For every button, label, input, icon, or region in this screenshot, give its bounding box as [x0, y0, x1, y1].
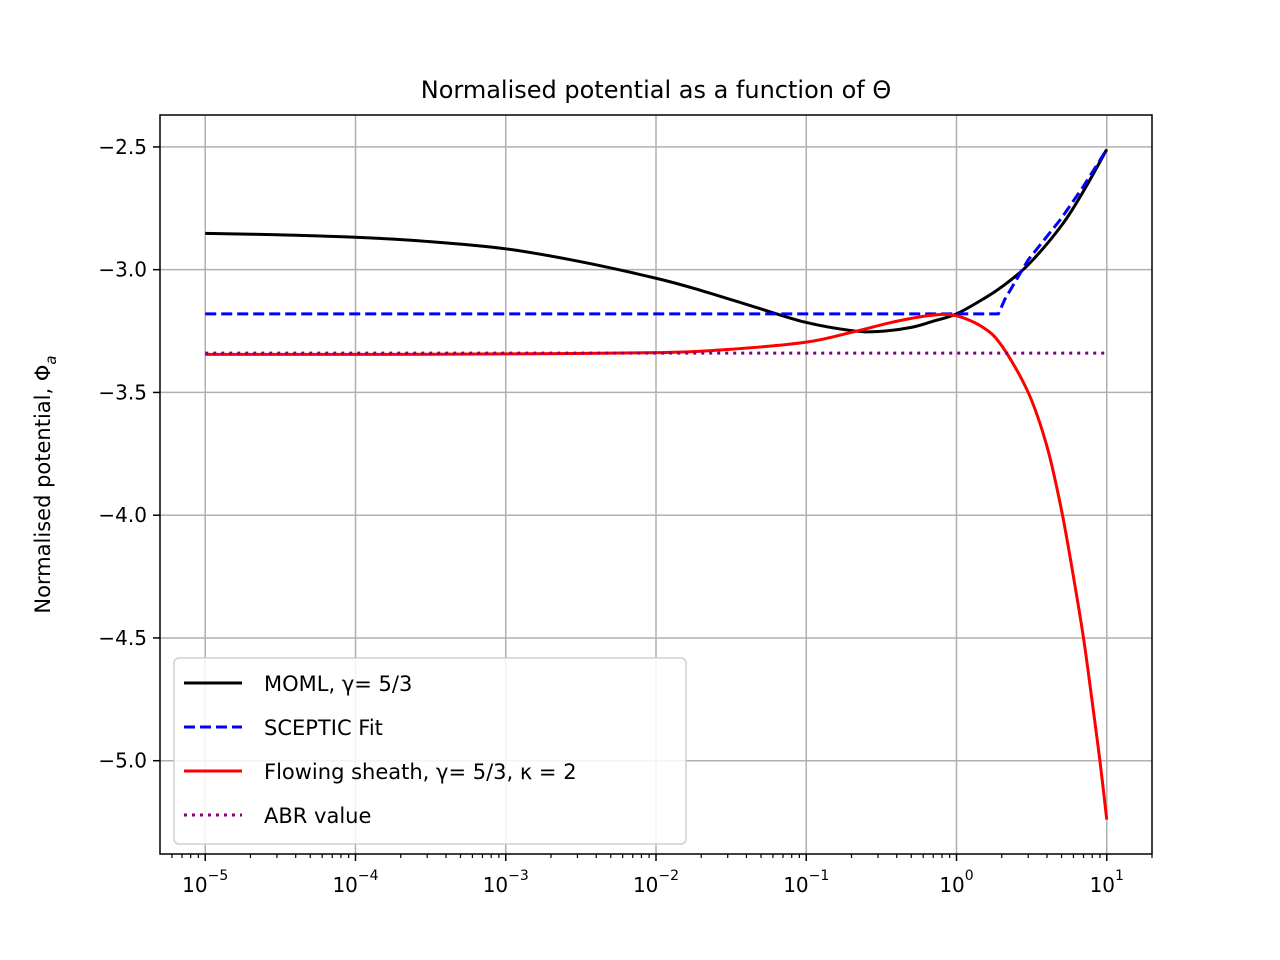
x-tick-label: 10−2 — [633, 868, 679, 897]
legend: MOML, γ= 5/3 SCEPTIC Fit Flowing sheath, γ… — [173, 657, 687, 845]
x-tick-label: 10−1 — [783, 868, 829, 897]
legend-label: ABR value — [264, 804, 371, 828]
series-line-1 — [205, 148, 1109, 316]
legend-label: Flowing sheath, γ= 5/3, κ = 2 — [264, 760, 577, 784]
grid — [160, 115, 1152, 854]
chart-title: Normalised potential as a function of Θ — [421, 76, 892, 104]
y-tick-label: −3.5 — [98, 380, 147, 404]
x-tick-label: 10−3 — [483, 868, 529, 897]
series-line-2 — [205, 312, 1109, 820]
y-axis-label: Normalised potential, Φa — [31, 355, 60, 613]
y-tick-label: −4.5 — [98, 626, 147, 650]
x-tick-label: 10−5 — [182, 868, 228, 897]
x-tick-label: 101 — [1090, 868, 1124, 897]
legend-label: SCEPTIC Fit — [264, 716, 383, 740]
series-lines — [205, 148, 1109, 820]
y-tick-label: −4.0 — [98, 503, 147, 527]
legend-label: MOML, γ= 5/3 — [264, 672, 412, 696]
y-axis-label-subscript: a — [42, 355, 60, 364]
series-line-0 — [205, 148, 1109, 334]
y-tick-label: −2.5 — [98, 135, 147, 159]
y-tick-label: −5.0 — [98, 749, 147, 773]
y-axis-label-main: Normalised potential, Φ — [31, 365, 55, 614]
y-tick-label: −3.0 — [98, 258, 147, 282]
x-tick-label: 10−4 — [332, 868, 378, 897]
legend-box — [173, 657, 687, 845]
ticks: 10−5 10−4 10−3 10−2 10−1 100 101 −2.5 −3.0 −3.5 −4… — [98, 135, 1153, 897]
x-tick-label: 100 — [939, 868, 973, 897]
